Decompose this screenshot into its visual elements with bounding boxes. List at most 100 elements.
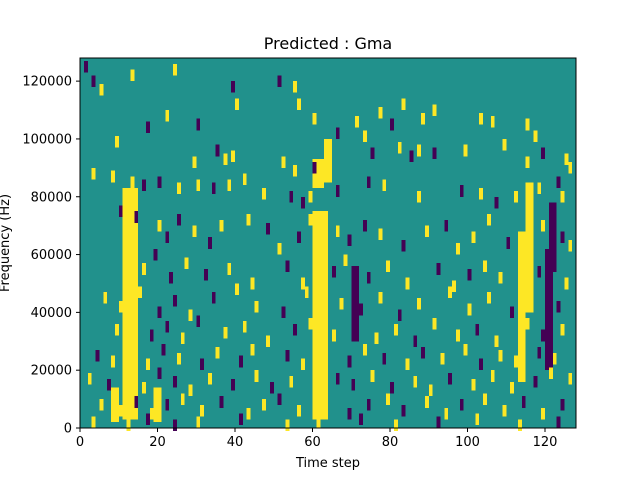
heatmap-cell-163 — [541, 329, 545, 342]
heatmap-cell-221 — [180, 393, 185, 405]
heatmap-cell-157 — [413, 335, 418, 348]
heatmap-cell-176 — [300, 358, 305, 371]
heatmap-cell-39 — [463, 144, 468, 157]
heatmap-cell-99 — [153, 248, 158, 261]
heatmap-cell-173 — [238, 355, 243, 368]
heatmap-cell-113 — [452, 280, 456, 293]
heatmap-cell-82 — [308, 214, 313, 226]
heatmap-cell-169 — [161, 344, 166, 356]
heatmap-cell-101 — [184, 257, 189, 270]
heatmap-cell-234 — [444, 407, 449, 420]
heatmap-cell-67 — [537, 182, 542, 194]
heatmap-cell-51 — [196, 179, 201, 191]
heatmap-cell-123 — [157, 306, 162, 319]
heatmap-cell-127 — [235, 283, 239, 296]
heatmap-cell-55 — [262, 188, 266, 200]
heatmap-cell-228 — [324, 396, 328, 408]
heatmap-cell-204 — [351, 378, 356, 391]
heatmap-cell-130 — [304, 286, 309, 298]
heatmap-cell-205 — [370, 370, 375, 382]
heatmap-cell-47 — [130, 176, 135, 189]
heatmap-cell-192 — [122, 370, 127, 382]
heatmap-cell-71 — [134, 211, 139, 223]
heatmap-cell-208 — [428, 384, 433, 397]
heatmap-cell-171 — [200, 358, 204, 371]
heatmap-cell-96 — [568, 240, 573, 252]
heatmap-cell-35 — [397, 141, 402, 154]
heatmap-cell-241 — [91, 416, 96, 428]
heatmap-cell-63 — [459, 185, 464, 197]
heatmap-cell-81 — [297, 231, 301, 243]
heatmap-cell-138 — [486, 292, 491, 304]
heatmap-cell-197 — [207, 373, 212, 385]
heatmap-cell-177 — [320, 347, 325, 359]
plot-frame — [79, 57, 577, 429]
heatmap-cell-247 — [285, 419, 290, 431]
heatmap-cell-240 — [560, 399, 565, 411]
heatmap-cell-69 — [560, 190, 565, 203]
heatmap-cell-170 — [176, 352, 181, 365]
heatmap-cell-224 — [246, 407, 251, 420]
heatmap-cell-60 — [366, 176, 371, 189]
heatmap-cell-226 — [277, 393, 282, 405]
y-tick-label: 120000 — [22, 75, 72, 90]
heatmap-cell-94 — [541, 219, 545, 232]
heatmap-region-8 — [548, 202, 557, 272]
heatmap-region-0 — [122, 188, 139, 420]
heatmap-cell-100 — [169, 271, 173, 284]
heatmap-cell-162 — [525, 318, 530, 330]
heatmap-cell-248 — [316, 416, 321, 428]
heatmap-cell-75 — [192, 225, 197, 238]
heatmap-cell-65 — [494, 196, 499, 209]
heatmap-cell-142 — [114, 323, 119, 336]
heatmap-cell-13 — [390, 118, 394, 131]
heatmap-region-6 — [351, 266, 359, 342]
heatmap-cell-104 — [250, 277, 255, 290]
heatmap-cell-128 — [254, 300, 259, 313]
heatmap-region-1 — [312, 211, 328, 420]
x-tick-label: 0 — [76, 435, 84, 450]
heatmap-cell-151 — [293, 323, 297, 336]
y-tick-label: 40000 — [31, 306, 72, 321]
heatmap-cell-44 — [568, 162, 573, 174]
heatmap-cell-4 — [173, 63, 177, 76]
heatmap-cell-161 — [494, 335, 499, 348]
heatmap-cell-154 — [355, 321, 359, 333]
heatmap-cell-109 — [366, 271, 371, 284]
heatmap-cell-125 — [188, 309, 193, 322]
heatmap-cell-159 — [455, 329, 460, 342]
heatmap-cell-12 — [378, 107, 383, 119]
heatmap-cell-79 — [266, 222, 270, 235]
x-axis-label: Time step — [295, 456, 360, 471]
heatmap-cell-156 — [393, 323, 398, 336]
heatmap-cell-134 — [397, 309, 402, 322]
heatmap-cell-103 — [227, 263, 232, 275]
heatmap-cell-155 — [374, 332, 379, 345]
heatmap-cell-211 — [490, 370, 495, 382]
heatmap-cell-37 — [417, 144, 421, 157]
x-tick-label: 80 — [382, 435, 399, 450]
heatmap-cell-149 — [242, 321, 247, 333]
heatmap-cell-212 — [510, 381, 514, 394]
heatmap-cell-119 — [564, 277, 569, 290]
heatmap-cell-196 — [188, 384, 193, 397]
heatmap-cell-166 — [111, 355, 115, 368]
heatmap-plot-area — [80, 58, 576, 431]
heatmap-cell-144 — [149, 329, 154, 342]
heatmap-cell-117 — [521, 254, 526, 267]
heatmap-cell-254 — [556, 416, 561, 428]
heatmap-cell-203 — [335, 373, 340, 385]
heatmap-cell-49 — [157, 176, 162, 189]
y-tick-label: 0 — [64, 422, 72, 437]
heatmap-cell-187 — [514, 355, 518, 368]
heatmap-cell-10 — [312, 112, 317, 125]
heatmap-cell-88 — [424, 225, 429, 238]
heatmap-cell-186 — [498, 349, 503, 362]
heatmap-cell-209 — [448, 373, 452, 385]
heatmap-cell-152 — [308, 318, 313, 330]
heatmap-cell-168 — [145, 358, 150, 371]
heatmap-cell-126 — [211, 292, 216, 304]
y-tick-label: 20000 — [31, 364, 72, 379]
heatmap-cell-27 — [223, 153, 228, 165]
heatmap-cell-236 — [483, 393, 487, 405]
